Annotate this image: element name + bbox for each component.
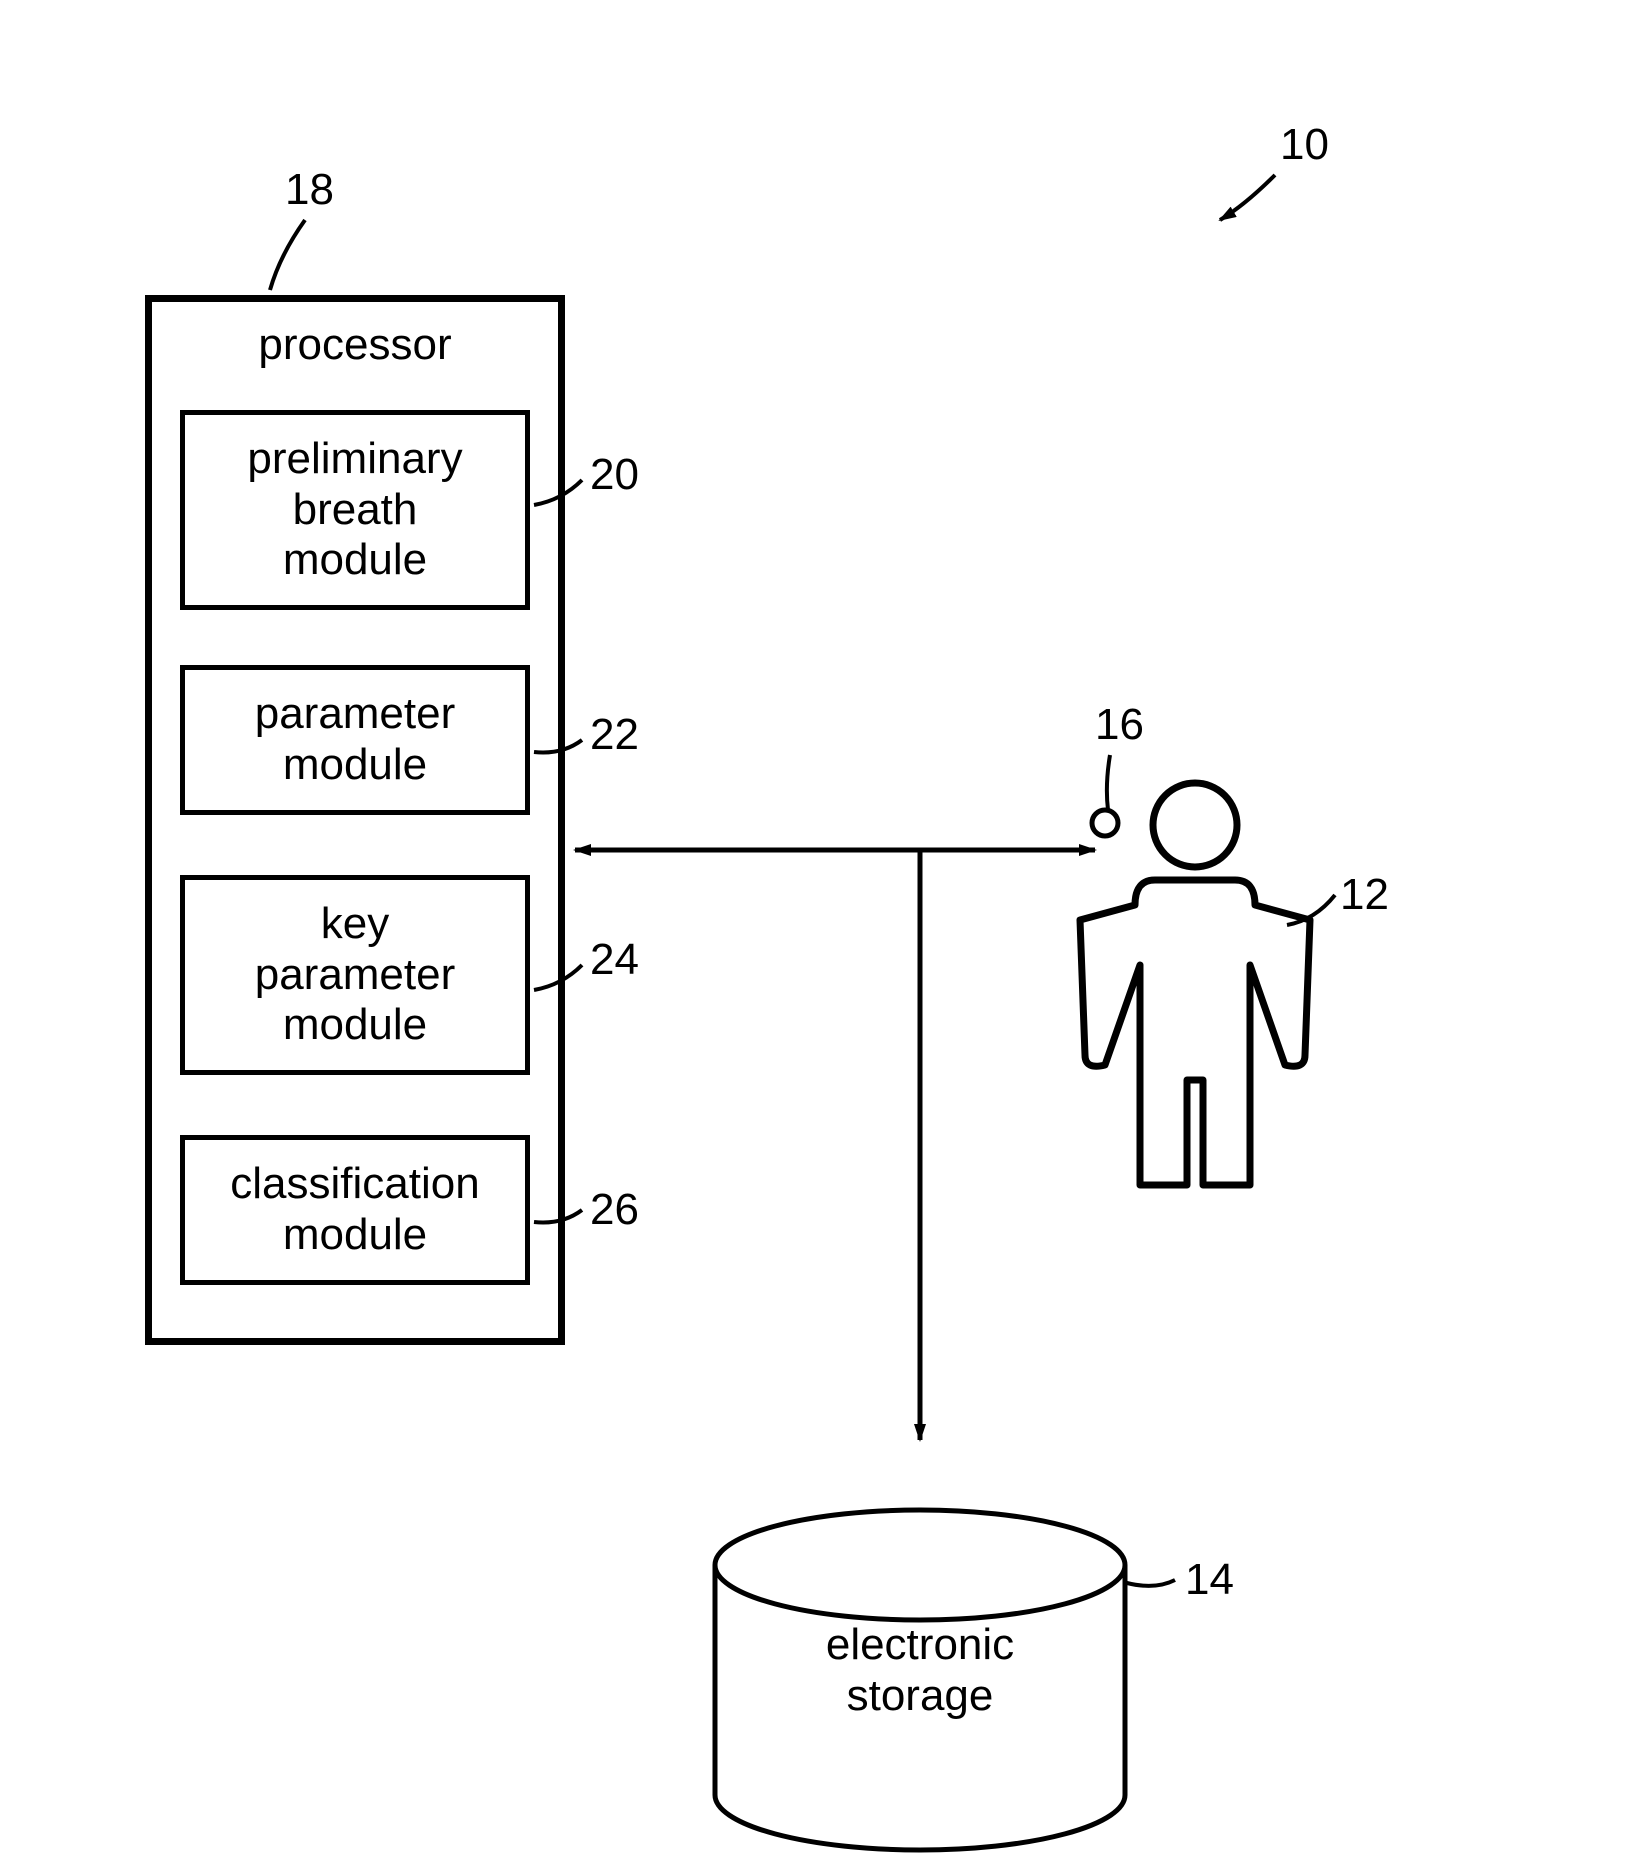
storage-label: electronicstorage — [770, 1620, 1070, 1721]
diagram-canvas: processor preliminarybreathmodule parame… — [0, 0, 1638, 1874]
module-parameter: parametermodule — [180, 665, 530, 815]
ref-label-12: 12 — [1340, 870, 1389, 920]
module-label: parametermodule — [255, 689, 456, 790]
module-preliminary-breath: preliminarybreathmodule — [180, 410, 530, 610]
module-label: classificationmodule — [230, 1159, 479, 1260]
module-label: keyparametermodule — [255, 899, 456, 1051]
ref-label-14: 14 — [1185, 1555, 1234, 1605]
module-label: preliminarybreathmodule — [247, 434, 462, 586]
module-classification: classificationmodule — [180, 1135, 530, 1285]
ref-label-18: 18 — [285, 165, 334, 215]
ref-label-22: 22 — [590, 710, 639, 760]
ref-label-24: 24 — [590, 935, 639, 985]
module-key-parameter: keyparametermodule — [180, 875, 530, 1075]
ref-label-10: 10 — [1280, 120, 1329, 170]
ref-label-26: 26 — [590, 1185, 639, 1235]
processor-title: processor — [145, 320, 565, 370]
ref-label-16: 16 — [1095, 700, 1144, 750]
ref-label-20: 20 — [590, 450, 639, 500]
